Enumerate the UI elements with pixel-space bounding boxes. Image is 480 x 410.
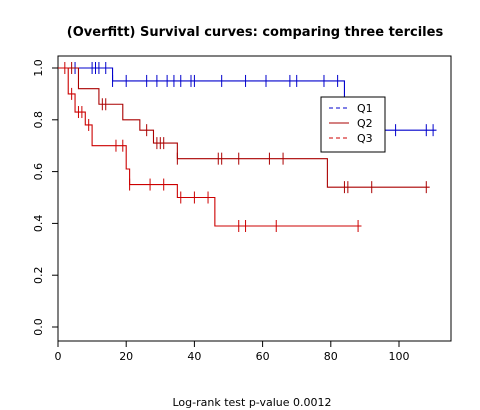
chart-title: (Overfitt) Survival curves: comparing th… xyxy=(67,25,444,40)
y-tick-label-0-2: 0.2 xyxy=(32,266,45,284)
legend: Q1 Q2 Q3 xyxy=(320,96,386,153)
curve-q2 xyxy=(58,67,430,188)
y-tick-label-0: 0.0 xyxy=(32,318,45,336)
y-tick-label-0-8: 0.8 xyxy=(32,111,45,129)
x-tick-label-0: 0 xyxy=(55,350,62,363)
y-tick-label-1: 1.0 xyxy=(32,59,45,77)
y-tick-label-0-4: 0.4 xyxy=(32,215,45,233)
legend-box xyxy=(320,96,386,153)
series-q3 xyxy=(58,62,362,232)
legend-label-q2: Q2 xyxy=(357,117,373,130)
x-tick-label-40: 40 xyxy=(187,350,201,363)
y-tick-label-0-6: 0.6 xyxy=(32,163,45,181)
x-tick-label-80: 80 xyxy=(324,350,338,363)
curves xyxy=(58,62,437,232)
plot-frame xyxy=(57,55,452,342)
axes: 0 20 40 60 80 100 0.0 0.2 0.4 0.6 0.8 1.0 xyxy=(32,59,410,363)
footnote: Log-rank test p-value 0.0012 xyxy=(172,396,331,409)
series-q2 xyxy=(58,62,430,194)
legend-label-q3: Q3 xyxy=(357,132,373,145)
legend-label-q1: Q1 xyxy=(357,102,373,115)
curve-q3 xyxy=(58,67,362,227)
x-tick-label-100: 100 xyxy=(389,350,410,363)
x-tick-label-60: 60 xyxy=(256,350,270,363)
x-tick-label-20: 20 xyxy=(119,350,133,363)
